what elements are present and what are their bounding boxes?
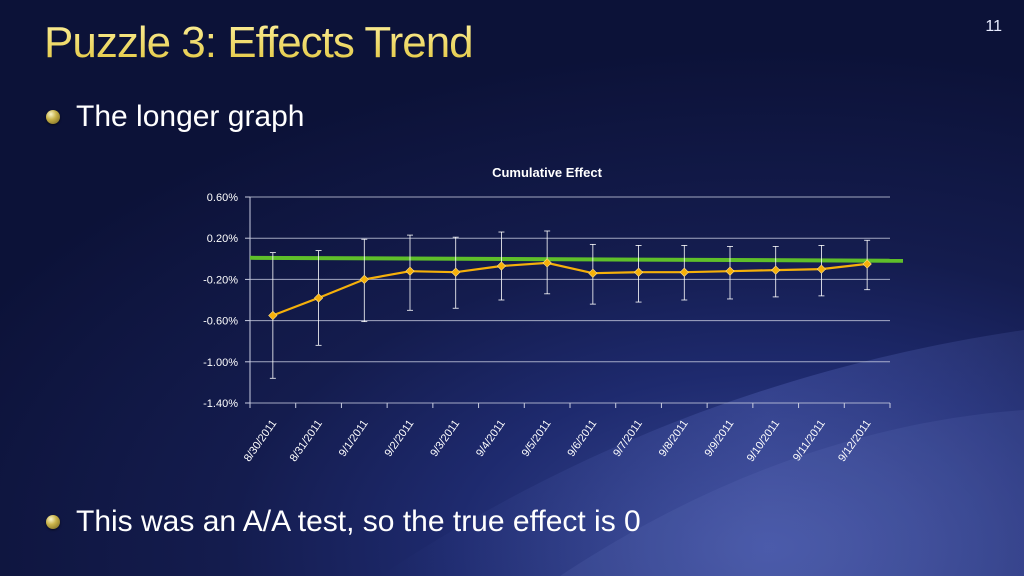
x-tick-label: 9/6/2011 [565, 418, 599, 459]
bullet-text: This was an A/A test, so the true effect… [76, 505, 641, 538]
slide-title: Puzzle 3: Effects Trend [44, 18, 474, 67]
y-tick-label: -1.00% [203, 357, 238, 369]
x-tick-label: 8/31/2011 [288, 418, 325, 464]
data-point [816, 264, 827, 274]
x-tick-label: 9/2/2011 [383, 418, 417, 459]
x-tick-label: 9/7/2011 [611, 418, 645, 459]
data-point [633, 267, 644, 277]
data-point [725, 266, 735, 276]
y-tick-label: -1.40% [203, 398, 238, 410]
data-point [313, 293, 324, 303]
x-tick-label: 9/8/2011 [657, 418, 691, 459]
x-tick-label: 9/12/2011 [836, 418, 873, 464]
x-tick-label: 9/10/2011 [745, 418, 782, 464]
x-tick-label: 9/4/2011 [474, 418, 508, 459]
x-tick-label: 9/3/2011 [428, 418, 462, 459]
series-line [272, 261, 868, 317]
chart-title: Cumulative Effect [492, 165, 602, 180]
slide-number: 11 [985, 18, 1002, 35]
bullet-text: The longer graph [76, 100, 305, 133]
data-point [359, 274, 369, 285]
y-tick-label: 0.60% [207, 192, 238, 204]
reference-line [249, 255, 904, 263]
data-point [542, 258, 552, 268]
y-tick-label: 0.20% [207, 233, 238, 245]
x-tick-label: 9/11/2011 [791, 418, 828, 464]
y-tick-label: -0.60% [203, 316, 238, 328]
data-point [405, 266, 415, 276]
bullet-icon [46, 110, 60, 124]
data-point [496, 261, 507, 271]
x-tick-label: 9/5/2011 [520, 418, 554, 459]
bullet-item: This was an A/A test, so the true effect… [46, 505, 641, 539]
data-point [771, 265, 781, 275]
y-tick-label: -0.20% [203, 274, 238, 286]
data-point [679, 267, 689, 277]
data-point [451, 267, 461, 277]
bullet-icon [46, 515, 60, 529]
data-point [588, 268, 598, 278]
bullet-item: The longer graph [46, 100, 305, 134]
x-tick-label: 8/30/2011 [242, 418, 279, 464]
x-tick-label: 9/1/2011 [337, 418, 371, 459]
data-point [268, 310, 278, 321]
x-tick-label: 9/9/2011 [703, 418, 737, 459]
data-point [862, 259, 872, 269]
